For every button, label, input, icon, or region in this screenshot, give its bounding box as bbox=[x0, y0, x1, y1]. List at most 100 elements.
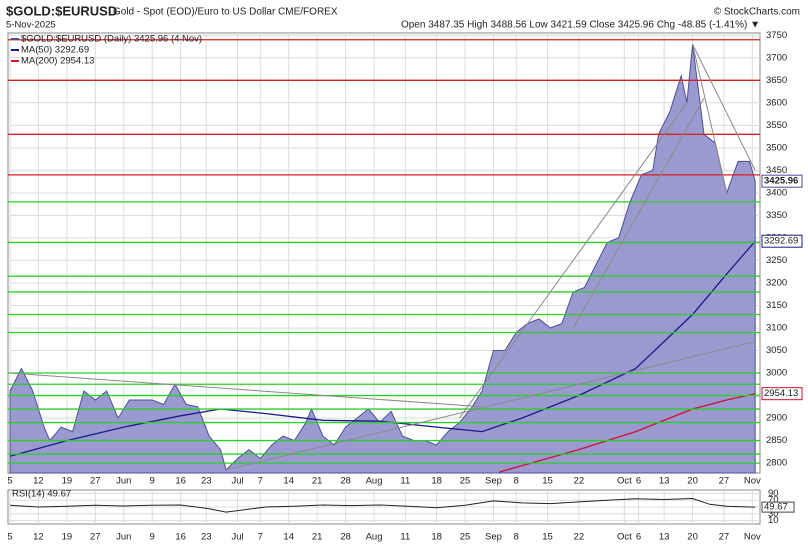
y-tick-label: 3100 bbox=[766, 323, 787, 334]
x-tick-label: Jul bbox=[231, 476, 243, 487]
x-tick-label: 22 bbox=[574, 476, 585, 487]
x-tick-label: Nov bbox=[744, 532, 761, 543]
copyright: © StockCharts.com bbox=[714, 7, 800, 18]
y-tick-label: 3600 bbox=[766, 97, 787, 108]
description: Gold - Spot (EOD)/Euro to US Dollar CME/… bbox=[113, 7, 338, 18]
trendline bbox=[572, 98, 705, 329]
x-tick-label: 18 bbox=[431, 476, 442, 487]
symbol: $GOLD:$EURUSD bbox=[6, 3, 117, 18]
trendline bbox=[692, 44, 728, 193]
x-tick-label: 12 bbox=[33, 532, 44, 543]
x-tick-label: 23 bbox=[201, 532, 212, 543]
x-tick-label: 18 bbox=[431, 532, 442, 543]
y-tick-label: 3350 bbox=[766, 210, 787, 221]
x-tick-label: 13 bbox=[659, 476, 670, 487]
y-tick-label: 2800 bbox=[766, 458, 787, 469]
x-tick-label: 14 bbox=[283, 476, 294, 487]
x-tick-label: 5 bbox=[7, 532, 12, 543]
x-tick-label: 16 bbox=[175, 532, 186, 543]
y-tick-label: 3700 bbox=[766, 52, 787, 63]
y-tick-label: 3450 bbox=[766, 165, 787, 176]
x-tick-label: 13 bbox=[659, 532, 670, 543]
x-tick-label: 14 bbox=[283, 532, 294, 543]
price-tag-box bbox=[761, 234, 803, 248]
x-tick-label: 27 bbox=[719, 532, 730, 543]
x-tick-label: 11 bbox=[400, 532, 410, 543]
trendline bbox=[458, 102, 688, 419]
x-tick-label: Sep bbox=[485, 532, 502, 543]
legend-label: $GOLD:$EURUSD (Daily) 3425.96 (4 Nov) bbox=[21, 34, 202, 45]
y-tick-label: 3400 bbox=[766, 187, 787, 198]
y-tick-label: 3200 bbox=[766, 277, 787, 288]
ma-line bbox=[9, 240, 756, 457]
x-tick-label: Aug bbox=[366, 476, 383, 487]
y-tick-label: 3500 bbox=[766, 142, 787, 153]
x-tick-label: Oct bbox=[617, 476, 632, 487]
trendline bbox=[226, 341, 756, 471]
x-tick-label: Nov bbox=[744, 476, 761, 487]
x-tick-label: 7 bbox=[258, 476, 263, 487]
rsi-tick-label: 70 bbox=[768, 495, 779, 506]
x-tick-label: 7 bbox=[258, 532, 263, 543]
price-tag: 3425.96 bbox=[764, 176, 798, 187]
x-tick-label: Jul bbox=[231, 532, 243, 543]
x-tick-label: 25 bbox=[460, 532, 471, 543]
x-tick-label: 15 bbox=[542, 476, 553, 487]
y-tick-label: 3050 bbox=[766, 345, 787, 356]
trendline bbox=[692, 44, 756, 171]
rsi-line bbox=[9, 497, 756, 513]
rsi-tag: 49.67 bbox=[764, 502, 788, 513]
price-tag: 3292.69 bbox=[764, 236, 798, 247]
x-tick-label: 19 bbox=[62, 476, 73, 487]
x-tick-label: 16 bbox=[175, 476, 186, 487]
x-tick-label: 9 bbox=[150, 532, 155, 543]
plot-layer bbox=[8, 33, 760, 524]
x-tick-label: 12 bbox=[33, 476, 44, 487]
y-tick-label: 3150 bbox=[766, 300, 787, 311]
x-tick-label: Sep bbox=[485, 476, 502, 487]
x-tick-label: 20 bbox=[687, 532, 698, 543]
x-tick-label: 23 bbox=[201, 476, 212, 487]
x-tick-label: 28 bbox=[340, 476, 351, 487]
y-tick-label: 3650 bbox=[766, 75, 787, 86]
x-tick-label: Aug bbox=[366, 532, 383, 543]
rsi-tick-label: 10 bbox=[768, 515, 779, 526]
rsi-tick-label: 90 bbox=[768, 488, 779, 499]
price-tag-box bbox=[761, 387, 803, 401]
x-tick-label: Jun bbox=[116, 532, 131, 543]
x-tick-label: 11 bbox=[400, 476, 410, 487]
legend-label: MA(200) 2954.13 bbox=[21, 56, 94, 67]
x-tick-label: 5 bbox=[7, 476, 12, 487]
y-tick-label: 3750 bbox=[766, 30, 787, 41]
rsi-tag-box bbox=[761, 501, 795, 513]
y-tick-label: 2850 bbox=[766, 435, 787, 446]
price-tag: 2954.13 bbox=[764, 388, 798, 399]
x-tick-label: 21 bbox=[312, 476, 323, 487]
x-tick-label: 22 bbox=[574, 532, 585, 543]
y-tick-label: 3000 bbox=[766, 368, 787, 379]
y-tick-label: 3250 bbox=[766, 255, 787, 266]
price-area bbox=[9, 44, 756, 474]
rsi-label: RSI(14) 49.67 bbox=[12, 489, 71, 500]
legend-label: MA(50) 3292.69 bbox=[21, 45, 89, 56]
x-tick-label: 21 bbox=[312, 532, 323, 543]
rsi-tick-label: 30 bbox=[768, 508, 779, 519]
date: 5-Nov-2025 bbox=[6, 20, 56, 31]
x-tick-label: 20 bbox=[687, 476, 698, 487]
trendline bbox=[9, 372, 483, 408]
x-tick-label: 15 bbox=[542, 532, 553, 543]
x-tick-label: Jun bbox=[116, 476, 131, 487]
x-tick-label: 27 bbox=[90, 476, 101, 487]
x-tick-label: 27 bbox=[90, 532, 101, 543]
x-tick-label: 8 bbox=[514, 532, 519, 543]
x-tick-label: 19 bbox=[62, 532, 73, 543]
x-tick-label: 27 bbox=[719, 476, 730, 487]
x-tick-label: 28 bbox=[340, 532, 351, 543]
quote: Open 3487.35 High 3488.56 Low 3421.59 Cl… bbox=[401, 20, 760, 31]
y-tick-label: 3550 bbox=[766, 120, 787, 131]
x-tick-label: 6 bbox=[636, 532, 641, 543]
y-tick-label: 2900 bbox=[766, 413, 787, 424]
x-tick-label: 25 bbox=[460, 476, 471, 487]
x-tick-label: Oct bbox=[617, 532, 632, 543]
